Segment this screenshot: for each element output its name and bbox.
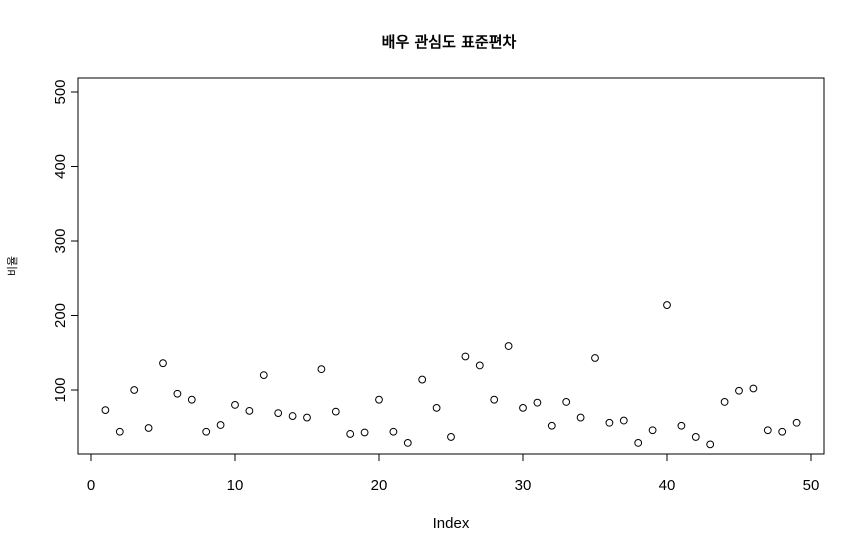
data-point <box>331 407 340 416</box>
data-point <box>317 365 326 374</box>
x-tick-label: 50 <box>803 477 820 494</box>
data-point <box>533 398 542 407</box>
data-point <box>432 403 441 412</box>
data-points <box>101 301 801 449</box>
data-point <box>792 418 801 427</box>
data-point <box>663 301 671 309</box>
data-point <box>763 426 772 435</box>
data-point <box>231 401 239 409</box>
data-point <box>101 406 110 415</box>
data-point <box>735 386 743 395</box>
data-point <box>130 386 139 394</box>
data-point <box>303 413 311 422</box>
data-point <box>749 384 758 393</box>
data-point <box>490 395 499 404</box>
data-point <box>346 430 355 438</box>
data-point <box>274 409 283 417</box>
y-tick-label: 300 <box>52 228 69 253</box>
x-tick-label: 0 <box>87 477 95 494</box>
data-point <box>504 342 513 350</box>
data-point <box>288 412 297 420</box>
data-point <box>591 354 599 362</box>
data-point <box>389 427 398 436</box>
data-point <box>562 398 571 406</box>
data-point <box>245 406 254 415</box>
data-point <box>173 389 182 398</box>
data-point <box>159 359 167 368</box>
plot-frame <box>77 77 825 455</box>
data-point <box>144 424 153 432</box>
data-point <box>547 421 556 430</box>
data-point <box>447 433 455 441</box>
data-point <box>648 426 657 435</box>
data-point <box>418 375 427 384</box>
x-axis-label: Index <box>433 515 470 532</box>
x-axis: 0 10 20 30 40 50 <box>87 453 820 494</box>
y-tick-label: 400 <box>52 154 69 179</box>
data-point <box>605 418 614 427</box>
data-point <box>475 361 484 370</box>
x-tick-label: 40 <box>659 477 676 494</box>
data-point <box>778 427 787 436</box>
data-point <box>115 427 124 436</box>
data-point <box>720 398 729 406</box>
chart-title: 배우 관심도 표준편차 <box>382 33 517 51</box>
data-point <box>619 416 628 425</box>
data-point <box>360 428 369 437</box>
data-point <box>461 352 470 361</box>
y-axis-label: 비율 <box>6 256 19 276</box>
data-point <box>691 433 700 441</box>
data-point <box>706 440 715 449</box>
y-tick-label: 100 <box>52 377 69 402</box>
data-point <box>519 403 527 412</box>
x-tick-label: 30 <box>515 477 532 494</box>
data-point <box>375 395 383 404</box>
data-point <box>677 421 686 430</box>
data-point <box>187 395 196 404</box>
data-point <box>634 438 643 447</box>
y-tick-label: 200 <box>52 303 69 328</box>
y-tick-label: 500 <box>52 79 69 104</box>
y-axis: 100 200 300 400 500 <box>52 79 79 403</box>
data-point <box>259 371 268 380</box>
data-point <box>576 413 585 422</box>
data-point <box>202 427 211 436</box>
x-tick-label: 10 <box>227 477 244 494</box>
x-tick-label: 20 <box>371 477 388 494</box>
data-point <box>216 421 225 429</box>
data-point <box>403 438 412 447</box>
